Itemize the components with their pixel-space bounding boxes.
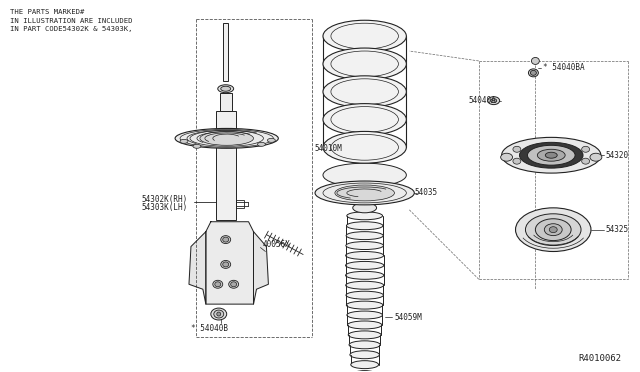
Ellipse shape — [529, 69, 538, 77]
Ellipse shape — [347, 311, 383, 319]
Ellipse shape — [582, 146, 589, 152]
Ellipse shape — [323, 20, 406, 52]
Polygon shape — [189, 232, 206, 304]
Text: 40056X: 40056X — [262, 240, 290, 249]
Polygon shape — [253, 232, 268, 304]
Ellipse shape — [502, 137, 601, 173]
Ellipse shape — [257, 142, 266, 146]
Ellipse shape — [228, 280, 239, 288]
Ellipse shape — [268, 138, 275, 142]
Ellipse shape — [538, 149, 565, 161]
Ellipse shape — [323, 163, 406, 187]
Text: R4010062: R4010062 — [578, 354, 621, 363]
Ellipse shape — [500, 153, 513, 161]
Ellipse shape — [582, 158, 589, 164]
Bar — [236, 200, 244, 208]
Text: THE PARTS MARKED#
IN ILLUSTRATION ARE INCLUDED
IN PART CODE54302K & 54303K,: THE PARTS MARKED# IN ILLUSTRATION ARE IN… — [10, 9, 133, 32]
Ellipse shape — [516, 208, 591, 251]
Ellipse shape — [590, 153, 602, 161]
Ellipse shape — [335, 185, 394, 201]
Ellipse shape — [346, 241, 383, 250]
Ellipse shape — [525, 214, 581, 246]
Ellipse shape — [531, 70, 536, 76]
Ellipse shape — [218, 85, 234, 93]
Text: * 54040B: * 54040B — [191, 324, 228, 333]
Text: * 54040BA: * 54040BA — [543, 63, 585, 73]
Ellipse shape — [536, 219, 571, 241]
Ellipse shape — [544, 224, 562, 235]
Ellipse shape — [513, 146, 521, 152]
Ellipse shape — [346, 232, 383, 240]
Ellipse shape — [350, 351, 380, 359]
Ellipse shape — [347, 212, 383, 220]
Ellipse shape — [213, 280, 223, 288]
Text: 54040A: 54040A — [469, 96, 497, 105]
Ellipse shape — [346, 271, 384, 279]
Ellipse shape — [323, 131, 406, 163]
Ellipse shape — [348, 331, 381, 339]
Ellipse shape — [520, 142, 583, 168]
Ellipse shape — [545, 152, 557, 158]
Ellipse shape — [488, 97, 500, 105]
Ellipse shape — [214, 310, 224, 318]
Ellipse shape — [323, 76, 406, 108]
Ellipse shape — [527, 145, 575, 165]
Ellipse shape — [351, 361, 378, 369]
Text: 54320: 54320 — [606, 151, 629, 160]
Text: 54059M: 54059M — [394, 312, 422, 321]
Ellipse shape — [491, 99, 497, 103]
Text: 54325: 54325 — [606, 225, 629, 234]
Ellipse shape — [531, 57, 540, 64]
Bar — [223, 23, 228, 81]
Ellipse shape — [353, 371, 376, 372]
Ellipse shape — [180, 140, 188, 143]
Ellipse shape — [221, 235, 230, 244]
Text: 54010M: 54010M — [314, 144, 342, 153]
Ellipse shape — [211, 308, 227, 320]
Ellipse shape — [323, 48, 406, 80]
Ellipse shape — [215, 282, 221, 287]
Ellipse shape — [217, 312, 221, 316]
Ellipse shape — [223, 262, 228, 267]
Ellipse shape — [323, 104, 406, 135]
Ellipse shape — [549, 227, 557, 232]
Ellipse shape — [230, 282, 237, 287]
Ellipse shape — [349, 341, 380, 349]
Ellipse shape — [221, 86, 230, 91]
Ellipse shape — [193, 144, 201, 148]
Ellipse shape — [346, 262, 384, 269]
Ellipse shape — [175, 128, 278, 148]
Ellipse shape — [348, 321, 382, 329]
Text: 54303K(LH): 54303K(LH) — [141, 203, 188, 212]
Ellipse shape — [315, 181, 414, 205]
Ellipse shape — [346, 291, 383, 299]
Ellipse shape — [346, 281, 383, 289]
Ellipse shape — [346, 222, 383, 230]
Text: 54035: 54035 — [414, 189, 437, 198]
Polygon shape — [206, 222, 253, 304]
Ellipse shape — [221, 260, 230, 268]
Ellipse shape — [200, 131, 253, 145]
Ellipse shape — [513, 158, 521, 164]
Bar — [220, 93, 232, 110]
Ellipse shape — [223, 237, 228, 242]
Bar — [216, 110, 236, 220]
Ellipse shape — [346, 251, 384, 259]
Ellipse shape — [346, 301, 383, 309]
Text: 54302K(RH): 54302K(RH) — [141, 195, 188, 204]
Ellipse shape — [353, 203, 376, 213]
